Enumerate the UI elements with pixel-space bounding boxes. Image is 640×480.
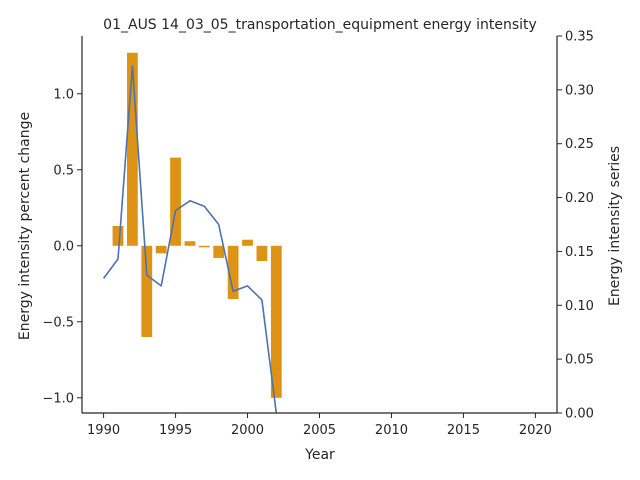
x-tick-label: 2020	[519, 423, 552, 438]
x-axis: 1990 1995 2000 2005 2010 2015 2020	[87, 413, 552, 438]
right-y-tick-label: 0.10	[565, 299, 594, 314]
right-y-tick-label: 0.35	[565, 30, 594, 45]
line-series	[102, 65, 278, 413]
bar-1992	[126, 52, 138, 246]
right-y-axis-label: Energy intensity series	[607, 146, 623, 306]
bar-1997	[198, 245, 210, 248]
x-tick-label: 2000	[231, 423, 264, 438]
right-y-tick-label: 0.25	[565, 137, 594, 152]
intensity-line	[102, 65, 278, 413]
left-y-tick-label: −0.5	[42, 315, 74, 330]
left-y-tick-label: 0.5	[53, 163, 74, 178]
right-y-axis: 0.00 0.05 0.10 0.15 0.20 0.25 0.30 0.35	[557, 30, 594, 422]
chart-title: 01_AUS 14_03_05_transportation_equipment…	[103, 17, 537, 33]
bar-2002	[270, 245, 282, 398]
right-y-tick-label: 0.20	[565, 191, 594, 206]
bar-series	[112, 52, 282, 398]
bar-1991	[112, 226, 124, 246]
x-tick-label: 2010	[375, 423, 408, 438]
right-y-tick-label: 0.00	[565, 407, 594, 422]
x-tick-label: 1990	[87, 423, 120, 438]
left-y-axis: −1.0 −0.5 0.0 0.5 1.0	[42, 87, 82, 406]
bar-1999	[227, 245, 239, 299]
x-tick-label: 1995	[159, 423, 192, 438]
axes-frame	[81, 36, 558, 414]
bar-1998	[213, 245, 225, 258]
bar-1995	[170, 157, 181, 246]
left-y-tick-label: 0.0	[53, 239, 74, 254]
left-y-tick-label: −1.0	[42, 391, 74, 406]
x-axis-label: Year	[304, 447, 335, 463]
bar-1993	[141, 245, 153, 337]
left-y-tick-label: 1.0	[53, 87, 74, 102]
bar-1996	[184, 241, 196, 246]
x-tick-label: 2005	[303, 423, 336, 438]
bar-2001	[256, 245, 268, 261]
right-y-tick-label: 0.05	[565, 353, 594, 368]
right-y-tick-label: 0.15	[565, 245, 594, 260]
x-tick-label: 2015	[447, 423, 480, 438]
bar-1994	[155, 245, 167, 254]
left-y-axis-label: Energy intensity percent change	[17, 112, 33, 340]
right-y-tick-label: 0.30	[565, 83, 594, 98]
bar-2000	[242, 239, 253, 246]
